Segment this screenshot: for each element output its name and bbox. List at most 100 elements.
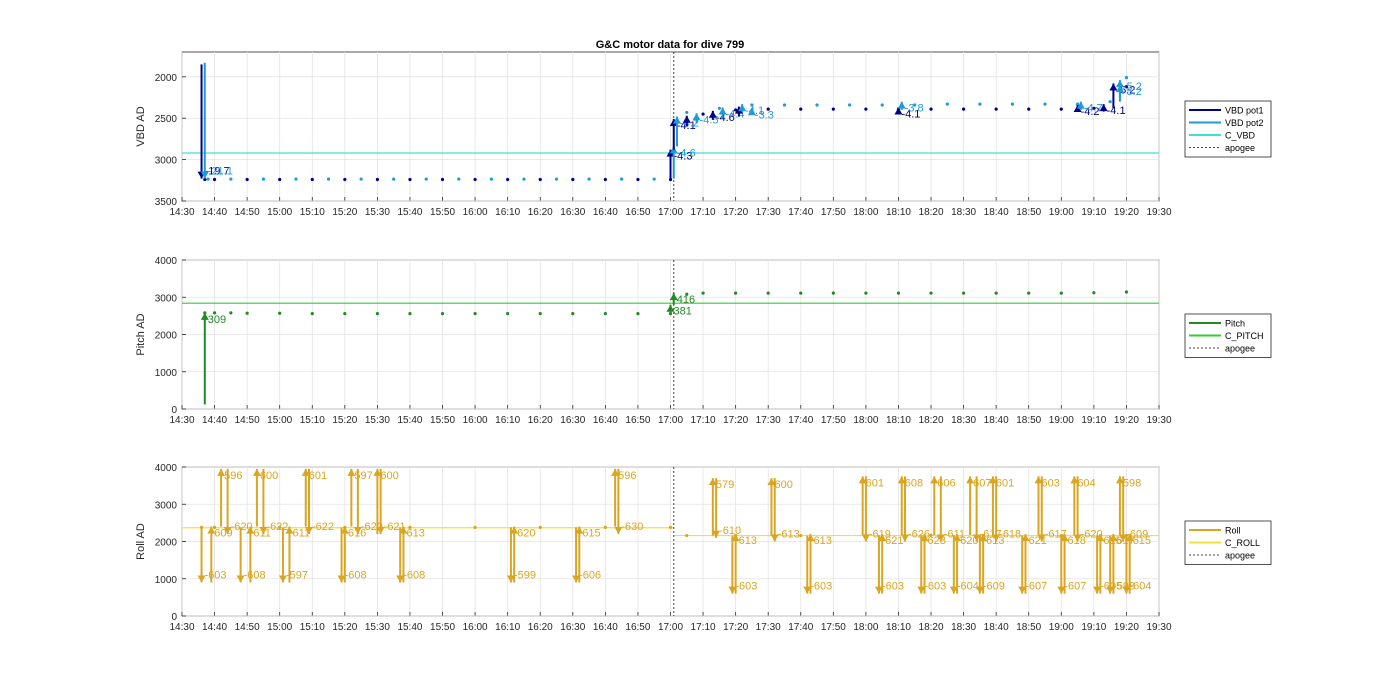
move-label: -622 <box>266 521 288 533</box>
move-arrowhead <box>966 476 975 484</box>
x-tick-label: 15:30 <box>365 622 390 633</box>
move-label: -622 <box>312 521 334 533</box>
data-point <box>962 291 966 295</box>
move-label: -4.2 <box>1081 106 1100 118</box>
move-label: -608 <box>403 569 425 581</box>
x-tick-label: 16:30 <box>560 415 585 426</box>
move-label: 621 <box>885 535 903 547</box>
x-tick-label: 18:10 <box>886 622 911 633</box>
data-point <box>261 177 266 181</box>
move-arrowhead <box>353 527 362 535</box>
move-label: -608 <box>244 569 266 581</box>
move-arrowhead <box>731 534 740 542</box>
move-label: -613 <box>778 529 800 541</box>
move-arrowhead <box>728 586 737 594</box>
move-label: -610 <box>719 525 741 537</box>
x-tick-label: 19:20 <box>1114 622 1139 633</box>
move-label: -603 <box>882 581 904 593</box>
legend-label: Roll <box>1225 526 1241 536</box>
y-tick-label: 2000 <box>155 73 178 84</box>
x-tick-label: 15:20 <box>332 207 357 218</box>
x-tick-label: 15:20 <box>332 622 357 633</box>
data-point <box>359 177 363 181</box>
move-label: -4.1 <box>1107 105 1126 117</box>
data-point <box>1124 76 1129 80</box>
move-arrowhead <box>770 534 779 542</box>
x-tick-label: 16:50 <box>625 622 650 633</box>
x-tick-label: 15:40 <box>397 207 422 218</box>
move-arrowhead <box>611 468 620 476</box>
move-label: -603 <box>735 581 757 593</box>
x-tick-label: 19:20 <box>1114 207 1139 218</box>
move-arrowhead <box>897 476 906 484</box>
x-tick-label: 17:00 <box>658 207 683 218</box>
move-arrowhead <box>217 468 226 476</box>
move-label: -604 <box>1129 581 1151 593</box>
move-arrowhead <box>376 527 385 535</box>
data-point <box>506 312 510 316</box>
x-tick-label: 18:00 <box>853 415 878 426</box>
x-tick-label: 17:00 <box>658 622 683 633</box>
data-point <box>310 312 314 316</box>
y-tick-label: 0 <box>171 405 177 416</box>
x-tick-label: 18:10 <box>886 207 911 218</box>
y-tick-label: 2000 <box>155 331 178 342</box>
x-tick-label: 17:20 <box>723 207 748 218</box>
x-tick-label: 15:50 <box>430 622 455 633</box>
data-point <box>440 312 445 316</box>
x-tick-label: 19:10 <box>1081 207 1106 218</box>
x-tick-label: 17:40 <box>788 207 813 218</box>
move-label: -599 <box>514 569 536 581</box>
data-point <box>799 107 803 111</box>
move-arrowhead <box>806 534 815 542</box>
x-tick-label: 19:10 <box>1081 415 1106 426</box>
data-point <box>203 177 207 182</box>
move-arrowhead <box>803 586 812 594</box>
move-arrowhead <box>949 586 958 594</box>
data-point <box>489 177 493 181</box>
data-point <box>440 177 445 182</box>
move-arrowhead <box>666 304 675 312</box>
move-arrowhead <box>1106 586 1115 594</box>
move-arrowhead <box>738 104 747 112</box>
x-tick-label: 18:40 <box>984 415 1009 426</box>
move-arrowhead <box>917 586 926 594</box>
x-tick-label: 15:00 <box>267 415 292 426</box>
move-label: 608 <box>905 477 923 489</box>
move-arrowhead <box>207 526 216 534</box>
y-tick-label: 3500 <box>155 197 178 208</box>
data-point <box>896 291 901 295</box>
move-label: 607 <box>973 477 991 489</box>
data-point <box>1075 102 1080 106</box>
data-point <box>1124 85 1129 89</box>
data-point <box>962 107 966 111</box>
move-arrowhead <box>305 527 314 535</box>
x-tick-label: 14:40 <box>202 622 227 633</box>
data-point <box>668 525 673 529</box>
x-tick-label: 19:10 <box>1081 622 1106 633</box>
x-tick-label: 15:40 <box>397 415 422 426</box>
move-label: 601 <box>996 477 1014 489</box>
data-point <box>766 107 770 111</box>
move-label: -609 <box>983 581 1005 593</box>
move-arrowhead <box>1109 83 1118 91</box>
data-point <box>457 177 461 181</box>
move-label: -19.7 <box>205 166 230 178</box>
x-tick-label: 16:10 <box>495 622 520 633</box>
move-arrowhead <box>278 575 287 583</box>
data-point <box>538 525 542 529</box>
x-tick-label: 18:40 <box>984 207 1009 218</box>
data-point <box>571 177 575 182</box>
x-tick-label: 15:10 <box>300 415 325 426</box>
x-tick-label: 14:30 <box>169 207 194 218</box>
x-tick-label: 18:10 <box>886 415 911 426</box>
move-arrowhead <box>259 527 268 535</box>
x-tick-label: 15:40 <box>397 622 422 633</box>
x-tick-label: 15:00 <box>267 207 292 218</box>
data-point <box>278 177 282 182</box>
move-arrowhead <box>1037 534 1046 542</box>
move-arrowhead <box>1021 534 1030 542</box>
move-label: -604 <box>957 581 979 593</box>
move-arrowhead <box>575 526 584 534</box>
